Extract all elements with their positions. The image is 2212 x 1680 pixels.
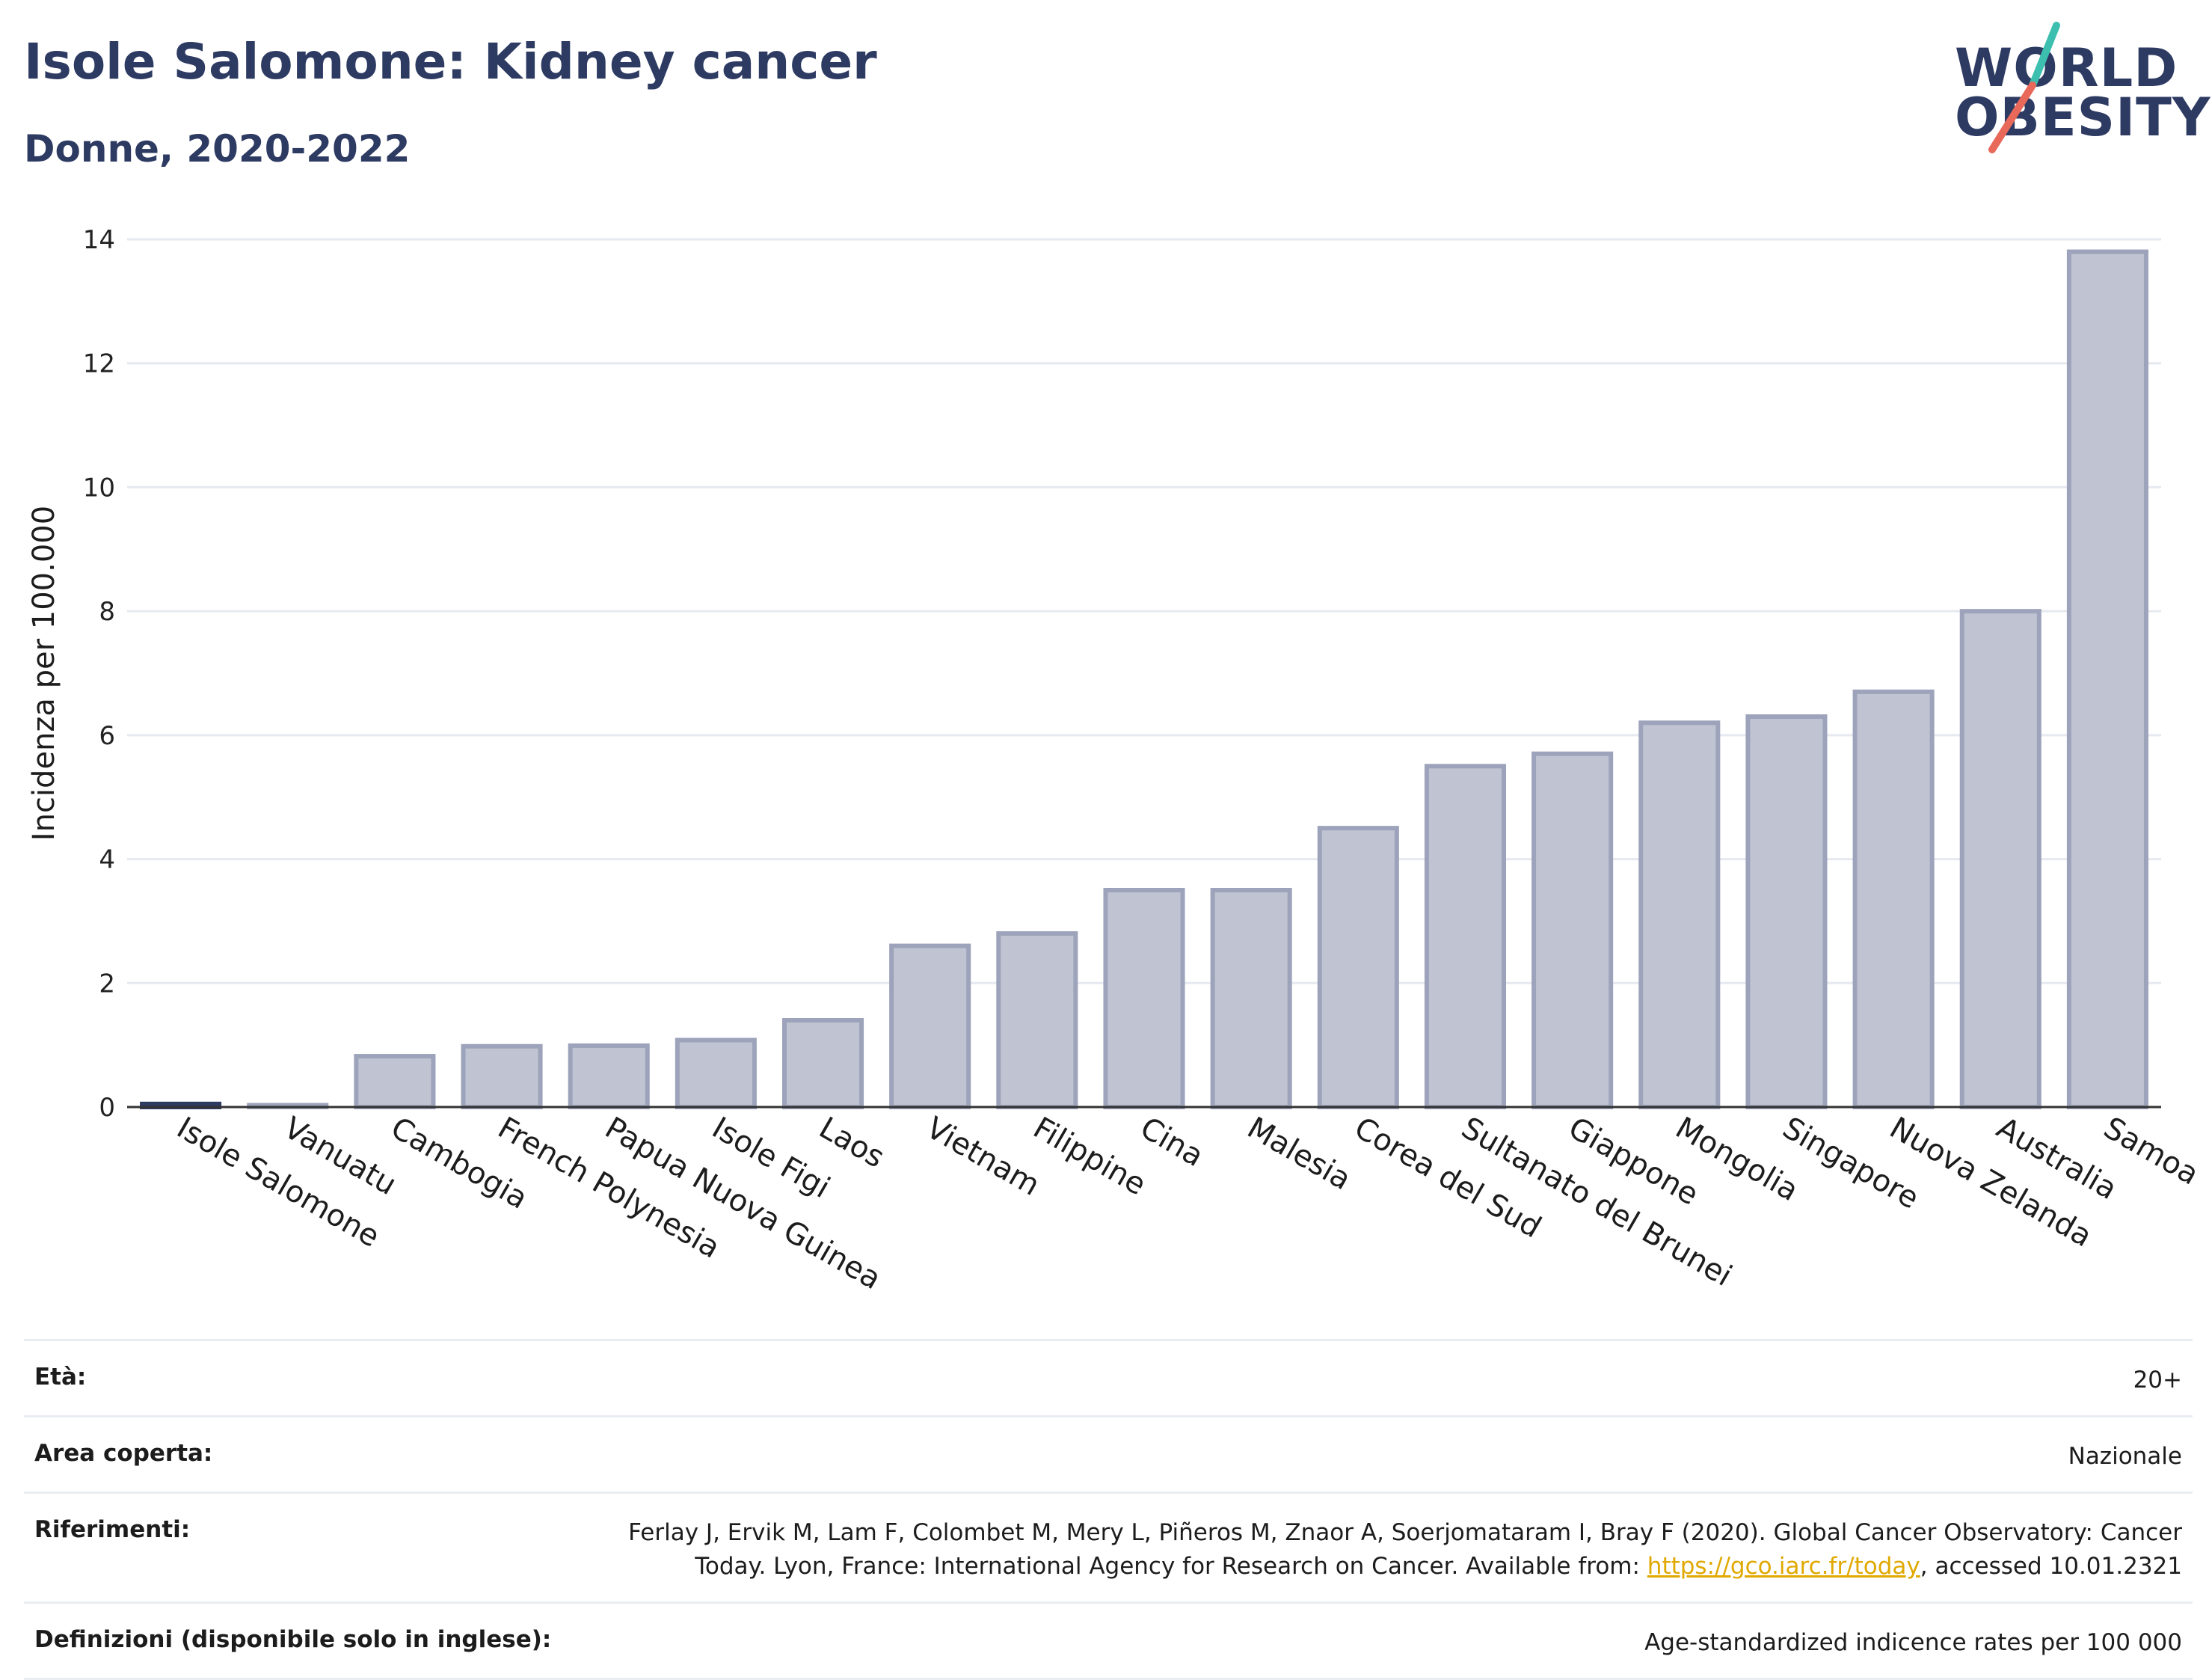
y-tick-label: 14 <box>83 225 115 255</box>
bar[interactable] <box>1317 826 1399 1110</box>
logo-text-world: WORLD <box>1955 37 2178 99</box>
bar[interactable] <box>1745 714 1828 1109</box>
bar[interactable] <box>1210 888 1292 1109</box>
bar[interactable] <box>1103 888 1185 1109</box>
bar[interactable] <box>461 1043 543 1110</box>
y-tick-label: 10 <box>83 473 115 503</box>
references-link[interactable]: https://gco.iarc.fr/today <box>1647 1552 1920 1580</box>
bar[interactable] <box>675 1037 757 1109</box>
bar[interactable] <box>996 931 1078 1109</box>
bar[interactable] <box>1531 751 1614 1109</box>
x-tick-label: Cina <box>1134 1111 1209 1174</box>
references-value: Ferlay J, Ervik M, Lam F, Colombet M, Me… <box>574 1516 2182 1584</box>
references-label: Riferimenti: <box>34 1515 191 1543</box>
info-row-definitions: Definizioni (disponibile solo in inglese… <box>24 1601 2193 1680</box>
world-obesity-logo: WORLD OBESITY <box>1944 16 2211 159</box>
bars <box>140 249 2148 1110</box>
x-tick-label: Vietnam <box>921 1111 1045 1203</box>
area-value: Nazionale <box>2068 1442 2182 1470</box>
bar[interactable] <box>2066 249 2148 1110</box>
y-tick-label: 4 <box>99 845 115 875</box>
info-row-references: Riferimenti: Ferlay J, Ervik M, Lam F, C… <box>24 1491 2193 1601</box>
bar[interactable] <box>568 1043 650 1110</box>
y-tick-label: 8 <box>99 597 115 627</box>
x-tick-label: Laos <box>814 1111 891 1175</box>
y-tick-label: 12 <box>83 349 115 379</box>
age-label: Età: <box>34 1364 87 1391</box>
y-tick-label: 0 <box>99 1093 115 1123</box>
info-row-age: Età: 20+ <box>24 1339 2193 1415</box>
bar[interactable] <box>1424 764 1507 1109</box>
bar[interactable] <box>1852 689 1935 1109</box>
definitions-label: Definizioni (disponibile solo in inglese… <box>34 1625 552 1653</box>
references-text: Ferlay J, Ervik M, Lam F, Colombet M, Me… <box>628 1518 2182 1580</box>
x-tick-label: Malesia <box>1241 1111 1357 1197</box>
age-value: 20+ <box>2133 1367 2182 1394</box>
chart-subtitle: Donne, 2020-2022 <box>24 127 411 171</box>
y-tick-label: 6 <box>99 721 115 751</box>
references-accessed: , accessed 10.01.2321 <box>1920 1552 2182 1580</box>
y-axis-label: Incidenza per 100.000 <box>27 506 61 841</box>
x-tick-label: Filippine <box>1027 1111 1152 1202</box>
y-tick-labels: 0 2 4 6 8 10 12 14 <box>83 225 115 1123</box>
bar-chart: 0 2 4 6 8 10 12 14 Isole SalomoneVanuatuCambogi… <box>27 225 2205 1297</box>
info-row-area: Area coperta: Nazionale <box>24 1414 2193 1492</box>
bar[interactable] <box>1638 720 1721 1109</box>
bar[interactable] <box>889 943 971 1109</box>
y-tick-label: 2 <box>99 969 115 999</box>
bar[interactable] <box>1959 609 2042 1109</box>
x-tick-label: Corea del Sud <box>1348 1111 1546 1245</box>
info-table: Età: 20+ Area coperta: Nazionale Riferim… <box>24 1339 2193 1680</box>
logo-slash-icon <box>1988 22 2060 153</box>
chart-title: Isole Salomone: Kidney cancer <box>24 33 877 91</box>
area-label: Area coperta: <box>34 1439 213 1467</box>
bar[interactable] <box>354 1054 436 1109</box>
definitions-value: Age-standardized indicence rates per 100… <box>1644 1628 2182 1656</box>
bar[interactable] <box>781 1018 864 1109</box>
